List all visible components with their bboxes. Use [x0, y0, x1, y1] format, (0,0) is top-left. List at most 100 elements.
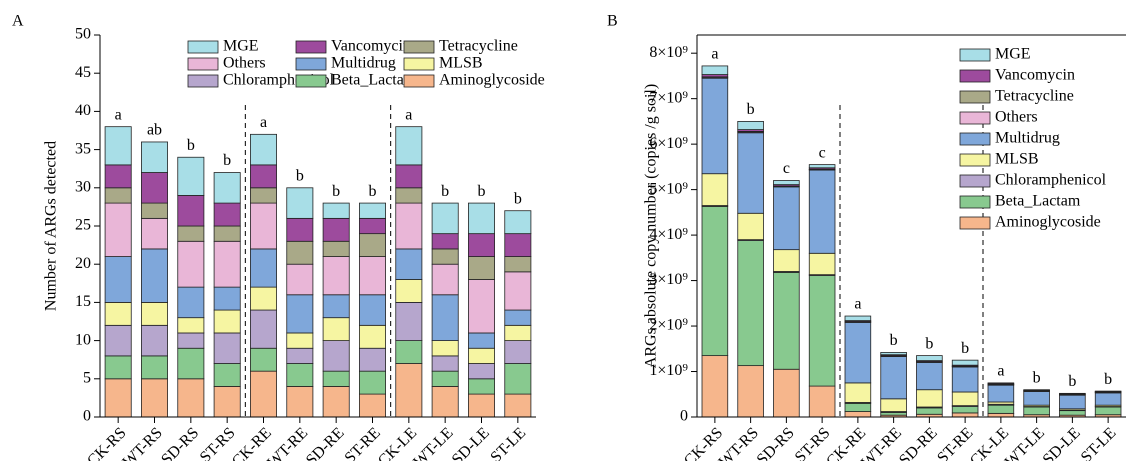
- legend-swatch: [403, 57, 435, 71]
- bar-segment: [1059, 394, 1086, 410]
- bar-segment: [141, 141, 168, 173]
- bar-segment: [104, 324, 132, 357]
- y-tick-label: 10: [75, 331, 91, 348]
- bar-segment: [395, 187, 423, 204]
- bar-segment: [844, 322, 872, 384]
- bar-segment: [468, 393, 495, 418]
- bar-segment: [773, 249, 800, 272]
- legend-label: Tetracycline: [439, 38, 518, 55]
- bar-segment: [701, 355, 729, 418]
- bar-segment: [808, 164, 836, 169]
- bar-segment: [844, 411, 872, 418]
- legend-swatch: [959, 153, 991, 167]
- significance-letter: b: [187, 137, 195, 154]
- bar-segment: [322, 386, 350, 418]
- bar-segment: [286, 386, 314, 418]
- bar-segment: [773, 186, 800, 251]
- bar-segment: [468, 363, 495, 380]
- y-tick-label: 7×10⁹: [649, 89, 688, 106]
- y-tick-label: 30: [75, 178, 91, 195]
- y-tick-label: 35: [75, 140, 91, 157]
- bar-segment: [468, 347, 495, 364]
- bar-segment: [177, 378, 205, 418]
- legend-label: Multidrug: [995, 130, 1060, 147]
- significance-letter: b: [890, 332, 898, 349]
- significance-letter: a: [711, 46, 718, 63]
- bar-segment: [213, 286, 241, 311]
- significance-letter: b: [441, 183, 449, 200]
- bar-segment: [141, 202, 168, 219]
- bar-segment: [359, 202, 386, 219]
- bar-segment: [250, 248, 277, 288]
- bar-segment: [951, 412, 979, 418]
- bar-segment: [395, 363, 423, 418]
- bar-segment: [141, 301, 168, 326]
- legend-swatch: [295, 57, 327, 71]
- bar-segment: [104, 202, 132, 257]
- bar-segment: [359, 347, 386, 372]
- bar-segment: [141, 355, 168, 380]
- bar-segment: [141, 217, 168, 250]
- y-tick-label: 8×10⁹: [649, 44, 688, 61]
- bar-segment: [1059, 410, 1086, 416]
- y-tick-label: 5: [83, 369, 91, 386]
- bar-segment: [1023, 406, 1050, 416]
- bar-segment: [286, 332, 314, 349]
- bar-segment: [737, 212, 764, 241]
- bar-segment: [213, 225, 241, 242]
- bar-segment: [468, 279, 495, 334]
- bar-segment: [504, 324, 532, 342]
- bar-segment: [322, 202, 350, 219]
- bar-segment: [737, 121, 764, 130]
- legend-label: Others: [223, 55, 266, 72]
- legend-label: MGE: [223, 38, 259, 55]
- significance-letter: b: [296, 167, 304, 184]
- bar-segment: [213, 363, 241, 387]
- bar-segment: [359, 217, 386, 235]
- y-tick-label: 40: [75, 102, 91, 119]
- legend-swatch: [959, 216, 991, 230]
- bar-segment: [431, 386, 459, 418]
- legend-swatch: [403, 74, 435, 88]
- bar-segment: [286, 347, 314, 364]
- bar-segment: [286, 363, 314, 387]
- significance-letter: a: [260, 114, 267, 131]
- bar-segment: [737, 132, 764, 214]
- legend-label: MGE: [995, 46, 1031, 63]
- bar-segment: [395, 301, 423, 341]
- bar-segment: [359, 370, 386, 395]
- bar-segment: [808, 275, 836, 387]
- bar-segment: [359, 324, 386, 349]
- bar-segment: [322, 317, 350, 341]
- bar-segment: [844, 315, 872, 321]
- y-tick-label: 5×10⁹: [649, 180, 688, 197]
- bar-segment: [504, 256, 532, 273]
- significance-letter: a: [405, 106, 412, 123]
- legend-swatch: [295, 74, 327, 88]
- legend-swatch: [187, 40, 219, 54]
- bar-segment: [177, 332, 205, 349]
- bar-segment: [951, 366, 979, 393]
- significance-letter: b: [1033, 369, 1041, 386]
- bar-segment: [104, 355, 132, 380]
- bar-segment: [916, 362, 943, 391]
- bar-segment: [141, 378, 168, 418]
- bar-segment: [395, 164, 423, 189]
- bar-segment: [773, 271, 800, 370]
- legend-swatch: [959, 111, 991, 125]
- bar-segment: [213, 202, 241, 227]
- significance-letter: a: [854, 296, 861, 313]
- bar-segment: [322, 340, 350, 372]
- legend-label: Others: [995, 109, 1038, 126]
- legend-label: Vancomycin: [331, 38, 411, 55]
- x-tick-label: SD-LE: [449, 424, 493, 461]
- significance-letter: c: [783, 160, 790, 177]
- x-tick-label: ST-LE: [1078, 424, 1120, 461]
- y-tick-label: 0: [680, 408, 688, 425]
- bar-segment: [286, 263, 314, 296]
- x-tick-label: SD-RS: [754, 424, 798, 461]
- bar-segment: [504, 363, 532, 395]
- bar-segment: [213, 386, 241, 418]
- legend-swatch: [959, 48, 991, 62]
